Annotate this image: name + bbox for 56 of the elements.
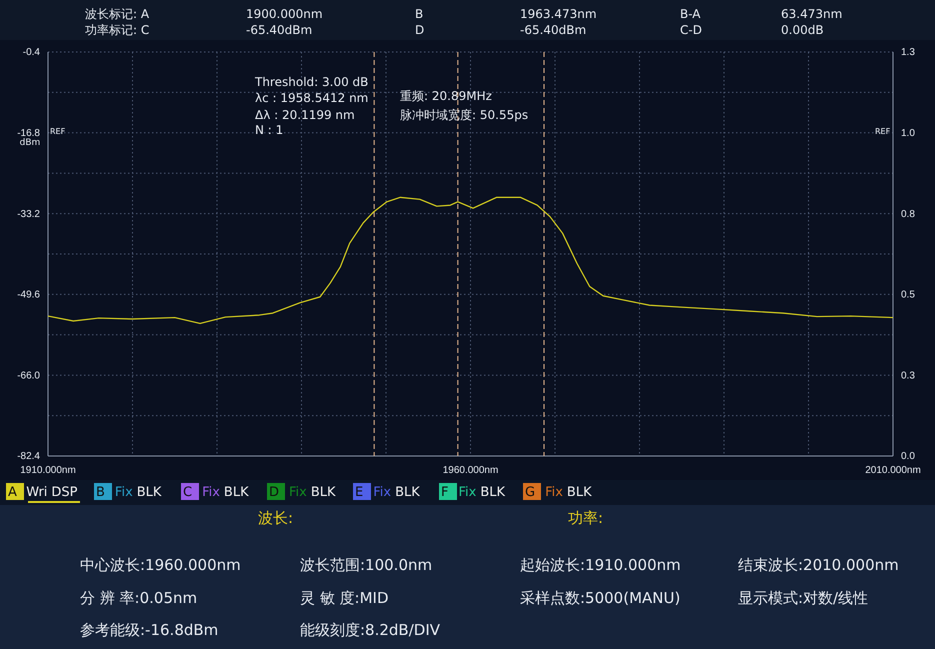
x-tick-label: 1960.000nm (442, 465, 498, 476)
y-tick-label: -49.6 (17, 290, 40, 301)
y-tick-label: -0.4 (22, 47, 40, 58)
x-tick-label: 2010.000nm (865, 465, 921, 476)
text: 功率: (568, 509, 604, 527)
text: 功率标记: C (85, 23, 150, 37)
y2-tick-label: 1.3 (901, 47, 916, 58)
y-tick-label: -16.8 (17, 128, 40, 139)
annotation: 重频: 20.89MHz (400, 89, 492, 103)
text: 波长范围:100.0nm (300, 556, 432, 574)
text: G Fix BLK (525, 485, 592, 500)
annotation: Threshold: 3.00 dB (254, 75, 368, 89)
text: 1900.000nm (246, 7, 323, 21)
text: 0.00dB (781, 23, 824, 37)
text: 起始波长:1910.000nm (520, 556, 681, 574)
text: F Fix BLK (441, 485, 506, 500)
annotation: N : 1 (255, 123, 284, 137)
text: D Fix BLK (269, 485, 336, 500)
annotation: Δλ : 20.1199 nm (255, 108, 355, 122)
text: E Fix BLK (355, 485, 420, 500)
y-axis-title: dBm (20, 138, 40, 148)
y-tick-label: -66.0 (17, 370, 40, 382)
y-tick-label: -82.4 (17, 451, 40, 462)
text: B Fix BLK (96, 485, 162, 500)
text: 参考能级:-16.8dBm (80, 621, 218, 639)
text: 波长标记: A (85, 7, 150, 21)
text: 63.473nm (781, 7, 842, 21)
text: 灵 敏 度:MID (300, 589, 389, 607)
text: D (415, 23, 424, 37)
text: -65.40dBm (520, 23, 586, 37)
text: C-D (680, 23, 702, 37)
text: B-A (680, 7, 702, 21)
line-series (47, 196, 894, 324)
text: 结束波长:2010.000nm (738, 556, 899, 574)
annotation: REF (875, 127, 891, 136)
y2-tick-label: 0.3 (901, 370, 916, 382)
y2-tick-label: 0.0 (901, 451, 916, 462)
text: 波长: (258, 509, 294, 527)
text: 分 辨 率:0.05nm (80, 589, 198, 607)
annotation: λc : 1958.5412 nm (255, 91, 368, 105)
x-tick-label: 1910.000nm (20, 465, 76, 476)
text: C Fix BLK (183, 485, 250, 500)
text: B (415, 7, 424, 21)
y2-tick-label: 1.0 (901, 128, 916, 139)
text: 能级刻度:8.2dB/DIV (300, 621, 441, 639)
text: 1963.473nm (520, 7, 597, 21)
text: A Wri DSP (8, 485, 78, 500)
annotation: REF (50, 127, 66, 136)
text: 中心波长:1960.000nm (80, 556, 241, 574)
text: 采样点数:5000(MANU) (520, 589, 680, 607)
annotation: 脉冲时域宽度: 50.55ps (400, 108, 528, 122)
text: -65.40dBm (246, 23, 312, 37)
y-tick-label: -33.2 (17, 208, 40, 220)
y2-tick-label: 0.8 (901, 208, 916, 220)
text: 显示模式:对数/线性 (738, 589, 868, 607)
y2-tick-label: 0.5 (901, 290, 916, 301)
